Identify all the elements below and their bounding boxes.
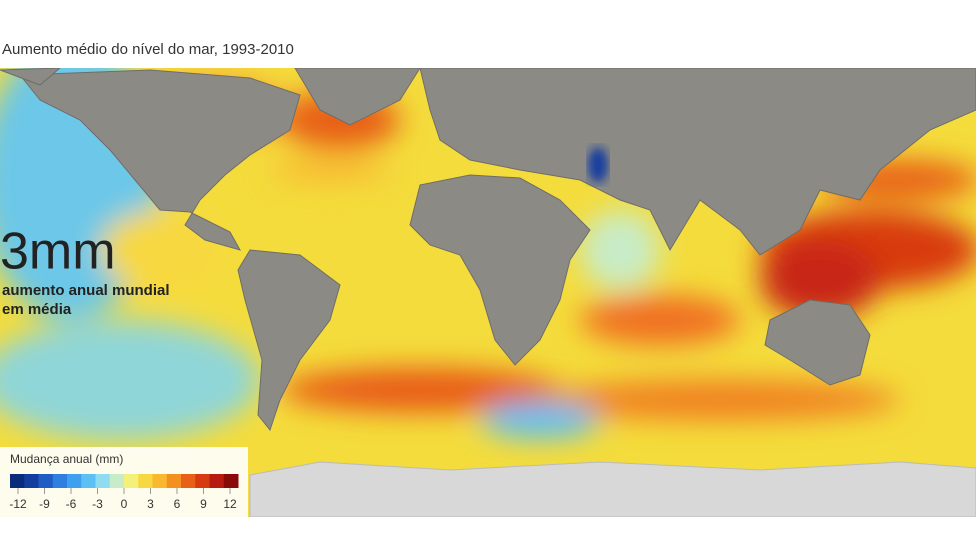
legend-swatch: [195, 474, 210, 488]
highlight-caption: em média: [2, 301, 72, 318]
legend-swatch: [24, 474, 39, 488]
legend-tick-label: 6: [174, 497, 181, 511]
legend-swatch: [209, 474, 225, 488]
legend-swatch: [223, 474, 239, 488]
legend-swatch: [67, 474, 82, 488]
legend-swatch: [152, 474, 168, 488]
legend-tick-label: 0: [121, 497, 128, 511]
land: [0, 68, 976, 517]
legend-swatch: [81, 474, 96, 488]
legend-swatch: [10, 474, 25, 488]
legend-title: Mudança anual (mm): [10, 452, 123, 466]
legend-swatch: [138, 474, 153, 488]
legend-swatch: [95, 474, 111, 488]
highlight-value: 3mm: [0, 223, 116, 281]
legend-swatch: [166, 474, 182, 488]
highlight-caption: aumento anual mundial: [2, 282, 170, 299]
legend-tick-label: 12: [223, 497, 237, 511]
legend-tick-label: -3: [92, 497, 103, 511]
legend-tick-label: -12: [9, 497, 27, 511]
legend-tick-label: 9: [200, 497, 207, 511]
legend-swatch: [124, 474, 139, 488]
legend-swatch: [181, 474, 196, 488]
legend-swatch: [38, 474, 54, 488]
legend-tick-label: -9: [39, 497, 50, 511]
legend-tick-label: -6: [66, 497, 77, 511]
legend-swatch: [109, 474, 125, 488]
map-title: Aumento médio do nível do mar, 1993-2010: [2, 41, 294, 58]
legend-tick-label: 3: [147, 497, 154, 511]
legend: -12 -9 -6 -3 0 3 6 9 12: [9, 474, 239, 511]
legend-swatch: [52, 474, 68, 488]
map: [0, 68, 976, 517]
